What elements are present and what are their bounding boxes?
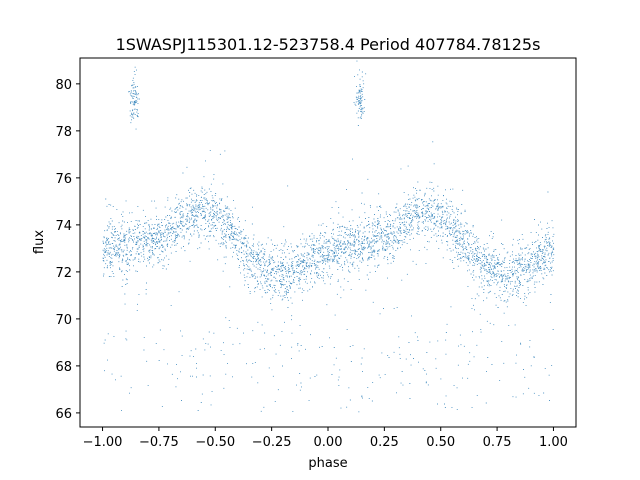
x-axis-label: phase xyxy=(308,456,347,471)
x-tick-label: 0.00 xyxy=(314,435,343,450)
x-tick-label: 1.00 xyxy=(539,435,568,450)
x-tick-label: −0.50 xyxy=(195,435,235,450)
y-tick-label: 76 xyxy=(55,172,72,187)
x-axis: −1.00 −0.75 −0.50 −0.25 0.00 0.25 0.50 0.75 1.00 xyxy=(83,427,568,450)
chart-title: 1SWASPJ115301.12-523758.4 Period 407784.… xyxy=(116,35,541,54)
y-tick-label: 66 xyxy=(55,407,72,422)
y-axis-label: flux xyxy=(32,230,47,254)
y-axis: 66 68 70 72 74 76 78 80 xyxy=(55,78,80,422)
x-tick-label: 0.25 xyxy=(370,435,399,450)
x-tick-label: −0.25 xyxy=(252,435,292,450)
y-tick-label: 72 xyxy=(55,266,72,281)
y-tick-label: 78 xyxy=(55,125,72,140)
data-points xyxy=(102,60,555,413)
y-tick-label: 68 xyxy=(55,360,72,375)
x-tick-label: 0.75 xyxy=(483,435,512,450)
y-tick-label: 70 xyxy=(55,313,72,328)
x-tick-label: −0.75 xyxy=(139,435,179,450)
x-tick-label: 0.50 xyxy=(426,435,455,450)
y-tick-label: 74 xyxy=(55,219,72,234)
scatter-points xyxy=(102,60,555,413)
y-tick-label: 80 xyxy=(55,78,72,93)
x-tick-label: −1.00 xyxy=(83,435,123,450)
